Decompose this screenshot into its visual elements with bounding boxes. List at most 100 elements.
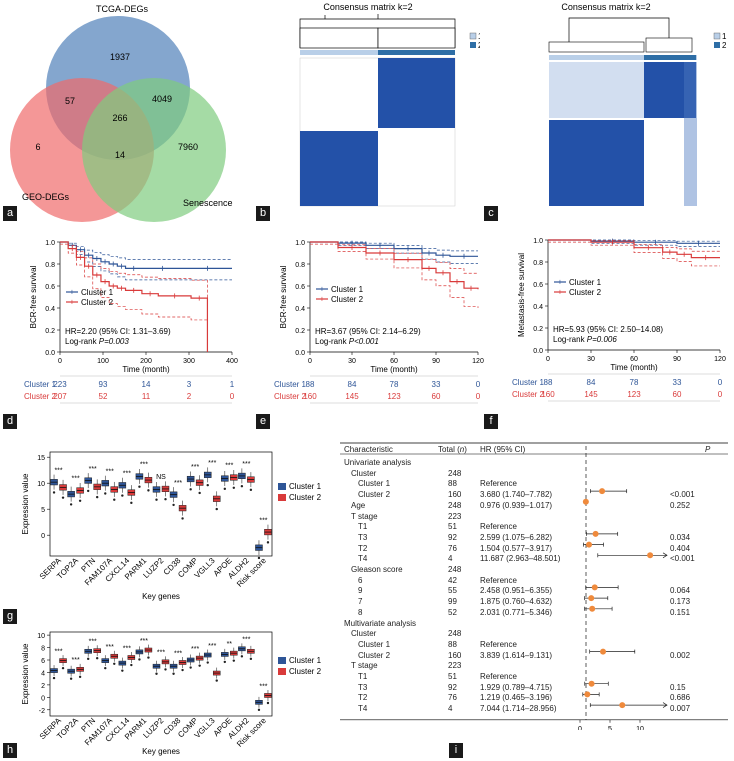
km-y-tick-label: 0.8 <box>533 260 543 267</box>
forest-row-p: 0.002 <box>670 650 691 660</box>
legend-c-swatch-2 <box>714 42 720 48</box>
forest-row: T4 4 11.687 (2.963–48.501) <0.001 <box>340 554 728 564</box>
km-y-tick-label: 0.2 <box>295 328 305 335</box>
km-y-axis-title: BCR-free survival <box>279 265 288 328</box>
legend-c-label-1: 1 <box>722 32 727 41</box>
forest-row-total: 4 <box>448 704 453 714</box>
box-outlier <box>172 672 175 675</box>
box-outlier <box>130 663 133 667</box>
box-significance: *** <box>54 467 62 474</box>
km-p-value: P<0.001 <box>349 337 379 346</box>
forest-point-estimate <box>586 541 593 548</box>
forest-row-p: 0.007 <box>670 704 691 714</box>
forest-point-estimate <box>599 488 606 495</box>
risk-table-cell: 160 <box>541 390 555 399</box>
forest-row-label: 9 <box>358 586 363 596</box>
km-curve-2 <box>60 241 209 352</box>
box-significance: *** <box>123 645 131 652</box>
forest-header-characteristic: Characteristic <box>344 445 393 454</box>
forest-row: Cluster 248 <box>340 469 728 479</box>
venn-value-geo-sen: 14 <box>115 150 125 160</box>
legend-b-swatch-1 <box>469 32 477 40</box>
forest-row-hr: 3.839 (1.614–9.131) <box>480 650 553 660</box>
km-x-tick-label: 30 <box>348 358 356 365</box>
risk-table-cell: 88 <box>544 378 553 387</box>
box-outlier <box>95 495 99 499</box>
forest-row-label: T4 <box>358 554 368 564</box>
forest-row-p: 0.15 <box>670 682 686 692</box>
venn-label-senescence: Senescence <box>183 198 233 208</box>
box-outlier <box>121 494 124 497</box>
km-x-tick-label: 300 <box>183 358 195 365</box>
box-outlier <box>249 657 253 661</box>
box-outlier <box>69 503 73 506</box>
legend-c-label-2: 2 <box>722 41 727 50</box>
risk-table-cell: 0 <box>718 378 723 387</box>
box-y-tick-label: 6 <box>41 658 45 665</box>
forest-ci-arrow <box>662 702 668 708</box>
matrix-b-block-2 <box>378 58 455 128</box>
km-ci-2-lower <box>310 243 479 309</box>
box-outlier <box>232 659 236 662</box>
risk-table-cell: 60 <box>673 390 682 399</box>
km-x-axis-title: Time (month) <box>370 365 418 374</box>
risk-table-cell: 0 <box>230 392 235 401</box>
forest-row-hr: Reference <box>480 575 517 585</box>
forest-row: Cluster 2 160 3.839 (1.614–9.131) 0.002 <box>340 651 728 661</box>
forest-row: Cluster 1 88 Reference <box>340 479 728 489</box>
box-y-tick-label: -2 <box>39 708 45 715</box>
forest-row-hr: 0.976 (0.939–1.017) <box>480 500 553 510</box>
box-outlier <box>223 660 227 664</box>
km-legend-plus-1: + <box>558 278 563 287</box>
km-y-tick-label: 1.0 <box>45 240 55 247</box>
venn-value-geo-only: 6 <box>35 142 40 152</box>
panel-label-h: h <box>3 743 17 758</box>
box-y-axis-title: Expression value <box>21 643 30 704</box>
risk-table-cell: 52 <box>99 392 108 401</box>
forest-row-total: 160 <box>448 490 462 500</box>
km-p-value: P=0.006 <box>587 335 618 344</box>
forest-row: T3 92 1.929 (0.789–4.715) 0.15 <box>340 683 728 693</box>
forest-row-label: Cluster 1 <box>358 479 391 489</box>
box-outlier <box>95 656 99 660</box>
dendrogram-c-left <box>548 41 645 53</box>
km-ci-1-lower <box>310 243 478 264</box>
box-significance: *** <box>259 517 267 524</box>
box-legend-swatch-2 <box>278 494 286 501</box>
box-outlier <box>223 487 227 491</box>
forest-row-total: 4 <box>448 554 453 564</box>
legend-b-label-2: 2 <box>478 41 480 50</box>
box-y-tick-label: 0 <box>41 695 45 702</box>
cluster-bar-b-2 <box>378 50 455 55</box>
box-legend-label-2: Cluster 2 <box>289 493 322 502</box>
forest-row: T2 76 1.504 (0.577–3.917) 0.404 <box>340 544 728 554</box>
box-significance: *** <box>157 650 165 657</box>
forest-row: T1 51 Reference <box>340 522 728 532</box>
risk-table-cell: 160 <box>303 392 317 401</box>
km-logrank-text: Log-rank P<0.001 <box>315 337 379 346</box>
legend-c-swatch-1 <box>713 32 721 40</box>
risk-table-cell: 93 <box>99 380 108 389</box>
forest-row: T3 92 2.599 (1.075–6.282) 0.034 <box>340 533 728 543</box>
matrix-c-noise-2 <box>684 62 697 206</box>
box-significance: *** <box>191 464 199 471</box>
forest-row-label: T3 <box>358 682 368 692</box>
box-significance: *** <box>89 466 97 473</box>
forest-point-estimate <box>619 702 626 709</box>
risk-table-row-label-1: Cluster 1 <box>512 378 545 387</box>
box-outlier <box>206 661 209 664</box>
box-outlier <box>257 556 261 560</box>
forest-row-total: 51 <box>448 672 457 681</box>
forest-row: Cluster 2 160 3.680 (1.740–7.782) <0.001 <box>340 490 728 500</box>
forest-row-label: Cluster <box>351 468 377 478</box>
km-ci-2-upper <box>60 241 208 318</box>
box-outlier <box>155 498 158 501</box>
forest-row-hr: 1.875 (0.760–4.632) <box>480 597 553 607</box>
cluster-bar-c-1 <box>549 55 697 60</box>
venn-value-all: 266 <box>112 113 127 123</box>
km-logrank-text: Log-rank P=0.003 <box>65 337 129 346</box>
forest-x-tick-label: 0 <box>578 726 582 730</box>
box-outlier <box>215 679 218 682</box>
risk-table-cell: 1 <box>230 380 235 389</box>
box-legend-label-1: Cluster 1 <box>289 656 322 665</box>
